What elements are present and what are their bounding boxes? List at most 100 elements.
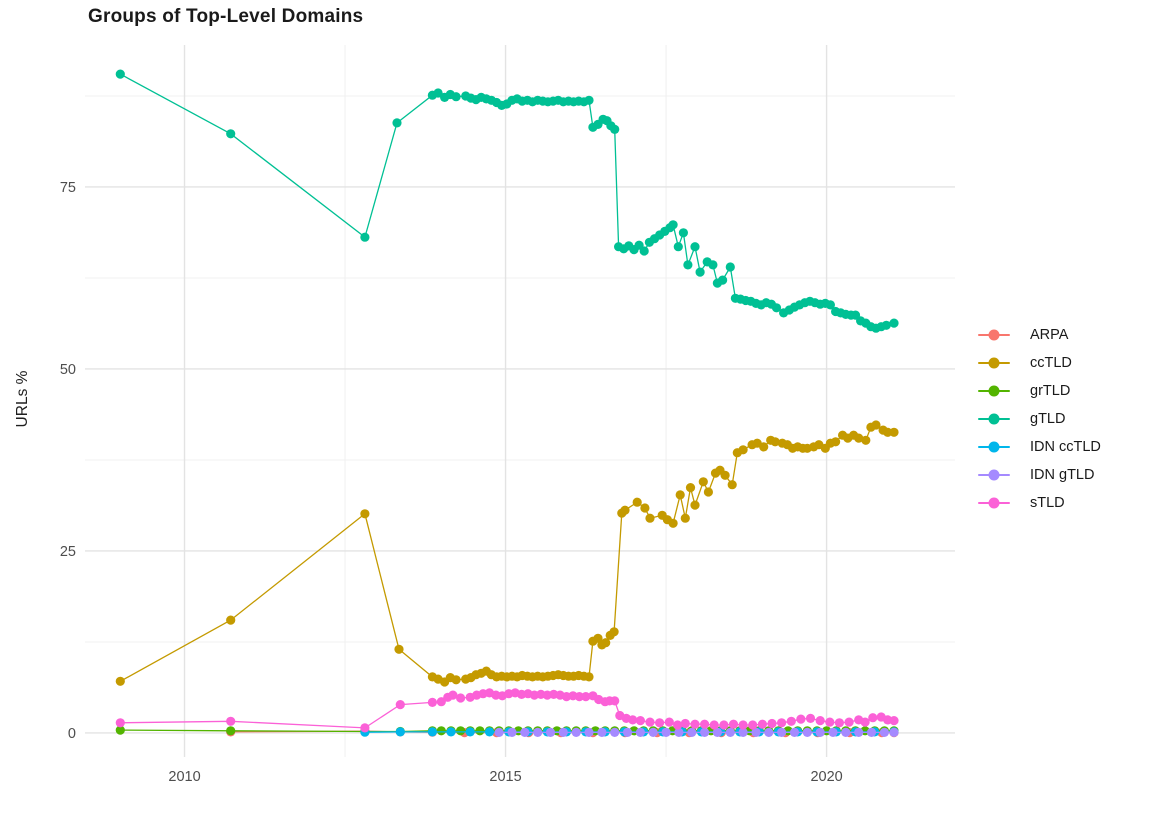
data-point <box>628 715 638 725</box>
data-point <box>712 727 723 738</box>
legend-label: ccTLD <box>1030 355 1072 371</box>
data-point <box>700 719 710 729</box>
data-point <box>584 672 594 682</box>
data-point <box>675 490 685 500</box>
data-point <box>581 692 591 702</box>
data-point <box>868 713 878 723</box>
data-point <box>889 318 899 328</box>
data-point <box>828 727 838 738</box>
data-point <box>805 713 816 724</box>
data-point <box>610 696 620 706</box>
data-point <box>777 727 787 738</box>
data-point <box>685 483 696 493</box>
data-point <box>695 267 705 277</box>
data-point <box>881 320 891 330</box>
data-point <box>770 437 780 447</box>
legend-label: IDN gTLD <box>1030 467 1095 483</box>
series-gtld <box>115 69 899 333</box>
legend-key-icon <box>978 412 1010 426</box>
legend-key-icon <box>978 468 1010 482</box>
data-point <box>738 445 748 455</box>
legend-label: grTLD <box>1030 383 1071 399</box>
data-point <box>673 242 683 252</box>
data-point <box>394 644 404 654</box>
data-point <box>748 720 758 730</box>
data-point <box>683 260 693 270</box>
data-point <box>674 727 684 738</box>
data-point <box>533 727 543 738</box>
data-point <box>700 727 710 738</box>
data-point <box>494 727 504 738</box>
legend-item-idn-cctld: IDN ccTLD <box>978 433 1101 461</box>
data-point <box>786 716 796 726</box>
data-point <box>725 262 735 272</box>
series-line <box>119 424 894 683</box>
y-tick-label: 0 <box>68 726 76 742</box>
data-point <box>451 92 461 102</box>
data-point <box>635 727 646 738</box>
legend-key-icon <box>978 496 1010 510</box>
data-point <box>610 124 620 134</box>
x-tick-label: 2010 <box>168 769 200 785</box>
legend-dot-icon <box>988 385 1000 397</box>
legend-item-stld: sTLD <box>978 489 1101 517</box>
data-point <box>883 427 893 437</box>
x-tick-label: 2020 <box>810 769 842 785</box>
data-point <box>360 723 370 733</box>
data-point <box>871 420 881 430</box>
x-tick-label: 2015 <box>489 769 521 785</box>
legend-label: gTLD <box>1030 411 1066 427</box>
series-idn-gtld <box>494 727 899 738</box>
data-point <box>456 693 466 703</box>
data-point <box>680 513 690 523</box>
data-point <box>668 518 678 528</box>
data-point <box>708 260 718 270</box>
data-point <box>648 727 658 738</box>
y-tick-label: 50 <box>60 362 76 378</box>
legend-dot-icon <box>988 357 1000 369</box>
data-point <box>622 727 633 738</box>
data-point <box>433 88 443 98</box>
legend-item-gtld: gTLD <box>978 405 1101 433</box>
legend-item-idn-gtld: IDN gTLD <box>978 461 1101 489</box>
data-point <box>759 442 769 452</box>
data-point <box>718 275 728 285</box>
legend-item-cctld: ccTLD <box>978 349 1101 377</box>
data-point <box>687 727 697 738</box>
data-point <box>584 727 594 738</box>
data-point <box>451 675 461 685</box>
data-point <box>635 716 646 726</box>
data-point <box>395 727 405 737</box>
legend-dot-icon <box>988 413 1000 425</box>
data-point <box>709 720 719 730</box>
data-point <box>698 477 708 487</box>
data-point <box>645 717 655 727</box>
data-point <box>448 690 458 700</box>
data-point <box>841 727 851 738</box>
data-point <box>115 718 125 728</box>
data-point <box>465 727 475 737</box>
data-point <box>456 726 466 736</box>
data-point <box>738 720 748 730</box>
data-point <box>690 500 700 510</box>
data-point <box>861 435 871 445</box>
legend-dot-icon <box>988 497 1000 509</box>
series-cctld <box>115 420 899 687</box>
legend-item-arpa: ARPA <box>978 321 1101 349</box>
y-axis-title: URLs % <box>14 370 31 428</box>
data-point <box>395 700 405 710</box>
data-point <box>115 69 125 79</box>
data-point <box>854 727 864 738</box>
legend-label: sTLD <box>1030 495 1065 511</box>
data-point <box>427 727 437 737</box>
data-point <box>690 719 700 729</box>
data-point <box>520 727 530 738</box>
data-point <box>571 727 581 738</box>
data-point <box>655 718 665 728</box>
data-point <box>777 718 787 728</box>
y-tick-label: 25 <box>60 544 76 560</box>
data-point <box>668 220 678 230</box>
data-point <box>825 717 835 727</box>
